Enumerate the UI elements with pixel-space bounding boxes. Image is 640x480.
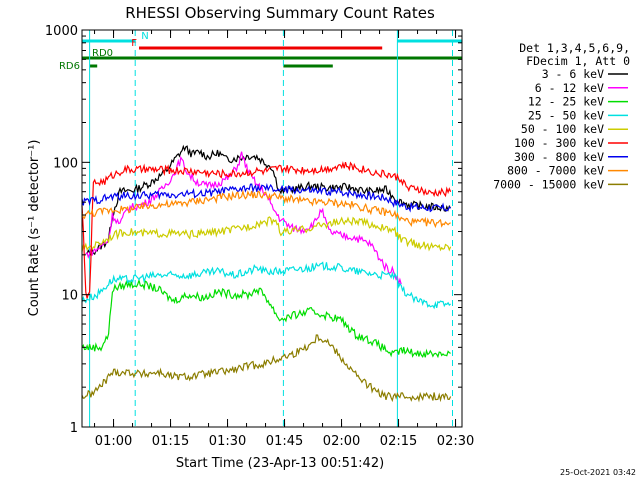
- series-line-6: [81, 182, 451, 213]
- y-tick-label-0: 1: [70, 421, 78, 436]
- x-tick-label-4: 02:00: [323, 434, 360, 449]
- legend: Det 1,3,4,5,6,9,FDecim 1, Att 03 - 6 keV…: [493, 41, 630, 191]
- legend-header-0: Det 1,3,4,5,6,9,: [519, 41, 630, 55]
- legend-label-8: 7000 - 15000 keV: [493, 177, 604, 191]
- series-line-1: [85, 151, 402, 285]
- y-tick-label-2: 100: [53, 156, 78, 171]
- x-tick-label-1: 01:15: [152, 434, 189, 449]
- chart-title: RHESSI Observing Summary Count Rates: [125, 4, 435, 22]
- series-line-5: [81, 161, 452, 299]
- y-axis-ticks: 1 10 100 1000: [45, 24, 462, 436]
- x-tick-label-5: 02:15: [380, 434, 417, 449]
- flag-bars: NF RD0 RD6: [59, 31, 462, 72]
- legend-label-2: 12 - 25 keV: [528, 95, 604, 109]
- legend-label-5: 100 - 300 keV: [514, 136, 604, 150]
- flag-label-f: F: [131, 38, 137, 49]
- flag-label-rd0: RD0: [92, 48, 113, 59]
- flag-label-n: N: [141, 31, 148, 42]
- legend-label-6: 300 - 800 keV: [514, 150, 604, 164]
- y-axis-label: Count Rate (s⁻¹ detector⁻¹): [27, 140, 42, 317]
- series-line-7: [81, 189, 451, 229]
- x-tick-label-6: 02:30: [437, 434, 474, 449]
- series-line-8: [81, 334, 452, 403]
- x-axis-ticks: 01:00 01:15 01:30 01:45 02:00 02:15 02:30: [94, 30, 474, 449]
- legend-label-3: 25 - 50 keV: [528, 108, 604, 122]
- series-line-2: [81, 278, 451, 359]
- plot-frame: [81, 29, 463, 428]
- x-axis-label: Start Time (23-Apr-13 00:51:42): [176, 456, 384, 471]
- x-tick-label-0: 01:00: [95, 434, 132, 449]
- series-line-3: [81, 261, 451, 310]
- series-line-0: [85, 144, 452, 258]
- x-tick-label-3: 01:45: [266, 434, 303, 449]
- generation-timestamp: 25-Oct-2021 03:42: [560, 468, 636, 477]
- y-tick-label-3: 1000: [45, 24, 78, 39]
- legend-header-1: FDecim 1, Att 0: [526, 54, 630, 68]
- series-lines: [81, 144, 452, 403]
- series-line-4: [81, 216, 452, 252]
- legend-label-7: 800 - 7000 keV: [507, 164, 604, 178]
- legend-label-4: 50 - 100 keV: [521, 122, 604, 136]
- legend-label-1: 6 - 12 keV: [535, 81, 604, 95]
- y-tick-label-1: 10: [61, 289, 78, 304]
- flag-label-rd6: RD6: [59, 61, 80, 72]
- legend-label-0: 3 - 6 keV: [542, 67, 604, 81]
- vertical-markers: [89, 30, 453, 427]
- x-tick-label-2: 01:30: [209, 434, 246, 449]
